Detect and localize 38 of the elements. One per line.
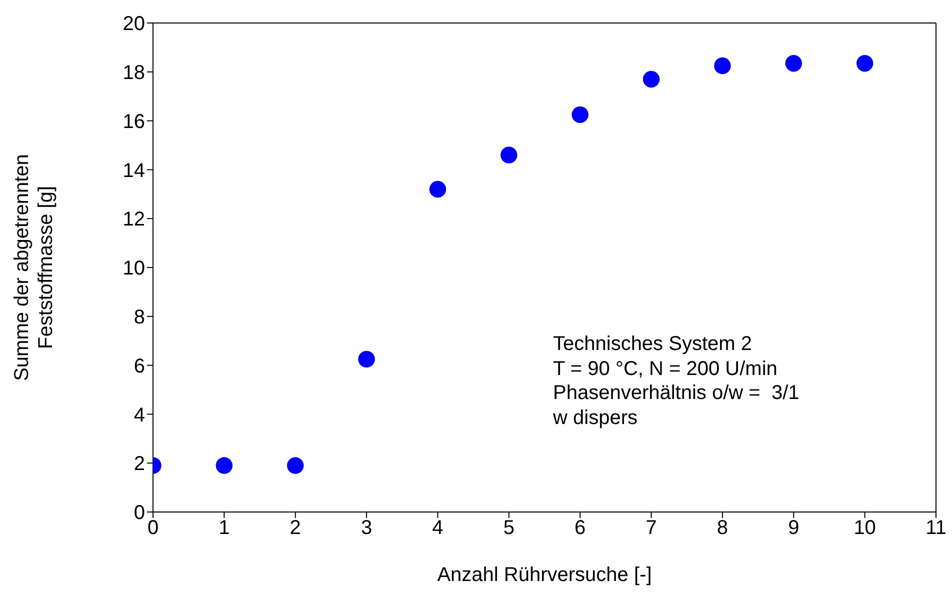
x-tick-label: 6: [574, 517, 586, 540]
x-tick-label: 8: [716, 517, 728, 540]
x-axis-title: Anzahl Rührversuche [-]: [437, 564, 652, 586]
point: [216, 457, 233, 474]
y-tick-label: 14: [122, 160, 145, 182]
y-tick-label: 6: [134, 355, 145, 378]
point: [714, 57, 731, 74]
point: [500, 146, 518, 164]
x-tick-label: 9: [788, 517, 800, 540]
annotation: Technisches System 2: [553, 332, 753, 356]
point: [856, 54, 874, 72]
annotation: T = 90 °C, N = 200 U/min: [553, 356, 778, 381]
y-tick-label: 0: [134, 502, 145, 524]
annotation: Phasenverhältnis o/w = 3/1: [553, 381, 800, 406]
y-tick-label: 20: [122, 13, 145, 36]
y-tick-label: 8: [134, 306, 145, 328]
point: [358, 350, 375, 368]
y-tick-label: 4: [134, 404, 145, 426]
x-tick-label: 2: [290, 517, 301, 540]
annotation: w dispers: [553, 406, 638, 430]
y-tick-label: 18: [122, 62, 145, 84]
x-tick-label: 10: [854, 517, 876, 540]
x-tick-label: 11: [926, 517, 946, 540]
y-tick-label: 10: [122, 258, 145, 280]
y-axis-title: Summe der abgetrennten Feststoffmasse [g]: [11, 154, 57, 381]
x-tick-label: 5: [503, 517, 514, 540]
y-tick-label: 12: [122, 208, 145, 231]
point: [286, 457, 304, 474]
x-tick-label: 1: [218, 517, 230, 540]
y-tick-label: 16: [122, 110, 145, 133]
x-tick-label: 3: [360, 517, 372, 540]
point: [572, 106, 588, 124]
x-tick-label: 4: [432, 517, 444, 540]
point: [785, 54, 802, 72]
y-tick-label: 2: [134, 453, 145, 476]
x-tick-label: 7: [646, 517, 657, 540]
point: [642, 70, 660, 88]
point: [429, 180, 446, 198]
